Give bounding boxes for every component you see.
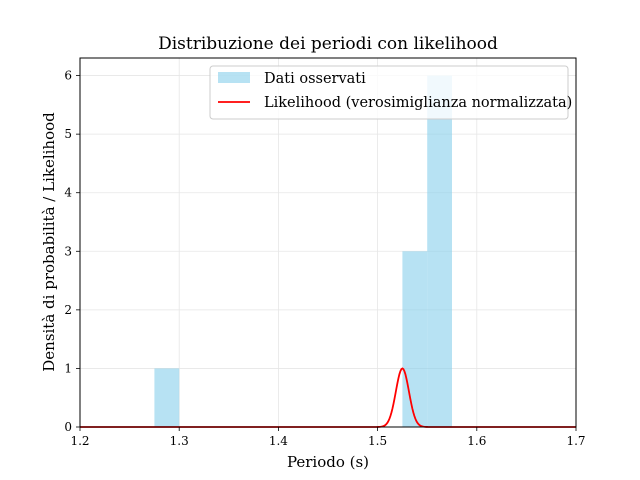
histogram-bar <box>427 75 452 428</box>
y-tick-label: 4 <box>64 186 72 200</box>
y-tick-label: 2 <box>64 303 72 317</box>
x-tick-label: 1.5 <box>368 434 387 448</box>
plot-frame <box>79 57 577 428</box>
y-tick-label: 6 <box>64 69 72 83</box>
histogram-bars <box>154 75 452 428</box>
legend-swatch-histogram <box>218 72 250 83</box>
y-tick-label: 1 <box>64 361 72 375</box>
axis-ticks: 1.2 1.3 1.4 1.5 1.6 1.7 0 1 2 3 4 5 6 <box>64 69 585 448</box>
x-tick-label: 1.7 <box>566 434 585 448</box>
x-axis-label: Periodo (s) <box>287 453 369 471</box>
y-axis-label: Densità di probabilità / Likelihood <box>40 112 58 372</box>
y-tick-label: 5 <box>64 127 72 141</box>
x-tick-label: 1.3 <box>170 434 189 448</box>
y-tick-label: 3 <box>64 244 72 258</box>
legend: Dati osservati Likelihood (verosimiglian… <box>209 65 572 120</box>
x-tick-label: 1.6 <box>467 434 486 448</box>
legend-label-histogram: Dati osservati <box>264 71 366 87</box>
x-tick-label: 1.4 <box>269 434 288 448</box>
legend-box <box>209 65 569 120</box>
chart-title: Distribuzione dei periodi con likelihood <box>158 34 498 54</box>
legend-label-likelihood: Likelihood (verosimiglianza normalizzata… <box>264 95 572 111</box>
y-tick-label: 0 <box>64 420 72 434</box>
x-tick-label: 1.2 <box>70 434 89 448</box>
histogram-bar <box>402 251 428 427</box>
histogram-bar <box>154 368 180 427</box>
